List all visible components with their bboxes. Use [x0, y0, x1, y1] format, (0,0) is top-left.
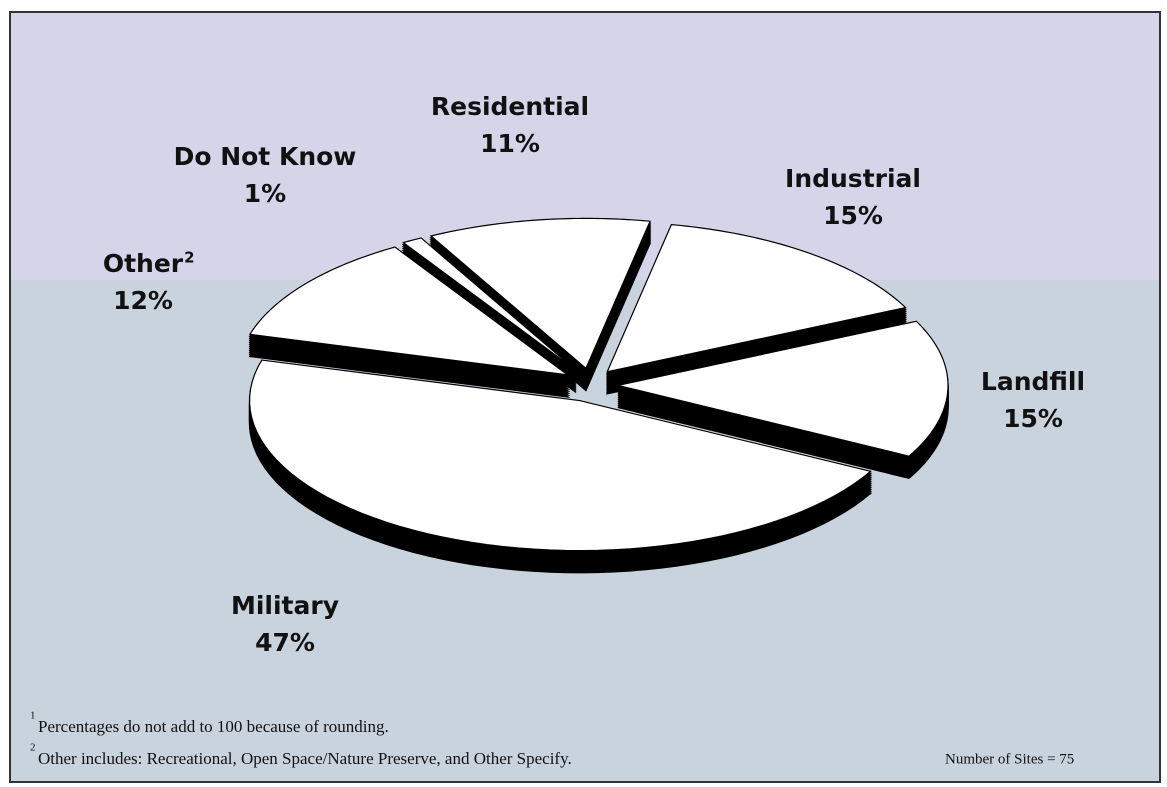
footnote: Percentages do not add to 100 because of… [38, 717, 389, 736]
slice-label: Residential [431, 92, 589, 121]
footnote-marker: 2 [30, 742, 36, 754]
slice-label: Landfill [981, 367, 1085, 396]
value-label: 1% [244, 179, 286, 208]
footnote-marker: 1 [30, 710, 36, 722]
slice [249, 359, 872, 552]
slice [248, 246, 570, 376]
label-superscript: 2 [184, 249, 194, 267]
slice-label: Do Not Know [174, 142, 357, 171]
slice-label: Industrial [785, 164, 921, 193]
value-label: 47% [255, 628, 315, 657]
slice [429, 217, 651, 370]
value-label: 15% [1003, 404, 1063, 433]
value-label: 15% [823, 201, 883, 230]
value-label: 12% [113, 286, 173, 315]
slice [402, 237, 577, 371]
footnote: Other includes: Recreational, Open Space… [38, 749, 572, 768]
note: Number of Sites = 75 [945, 751, 1074, 767]
slice [606, 223, 907, 373]
value-label: 11% [480, 129, 540, 158]
slice-label: Other [103, 249, 184, 278]
slice-label: Military [231, 591, 339, 620]
slice [617, 320, 949, 457]
